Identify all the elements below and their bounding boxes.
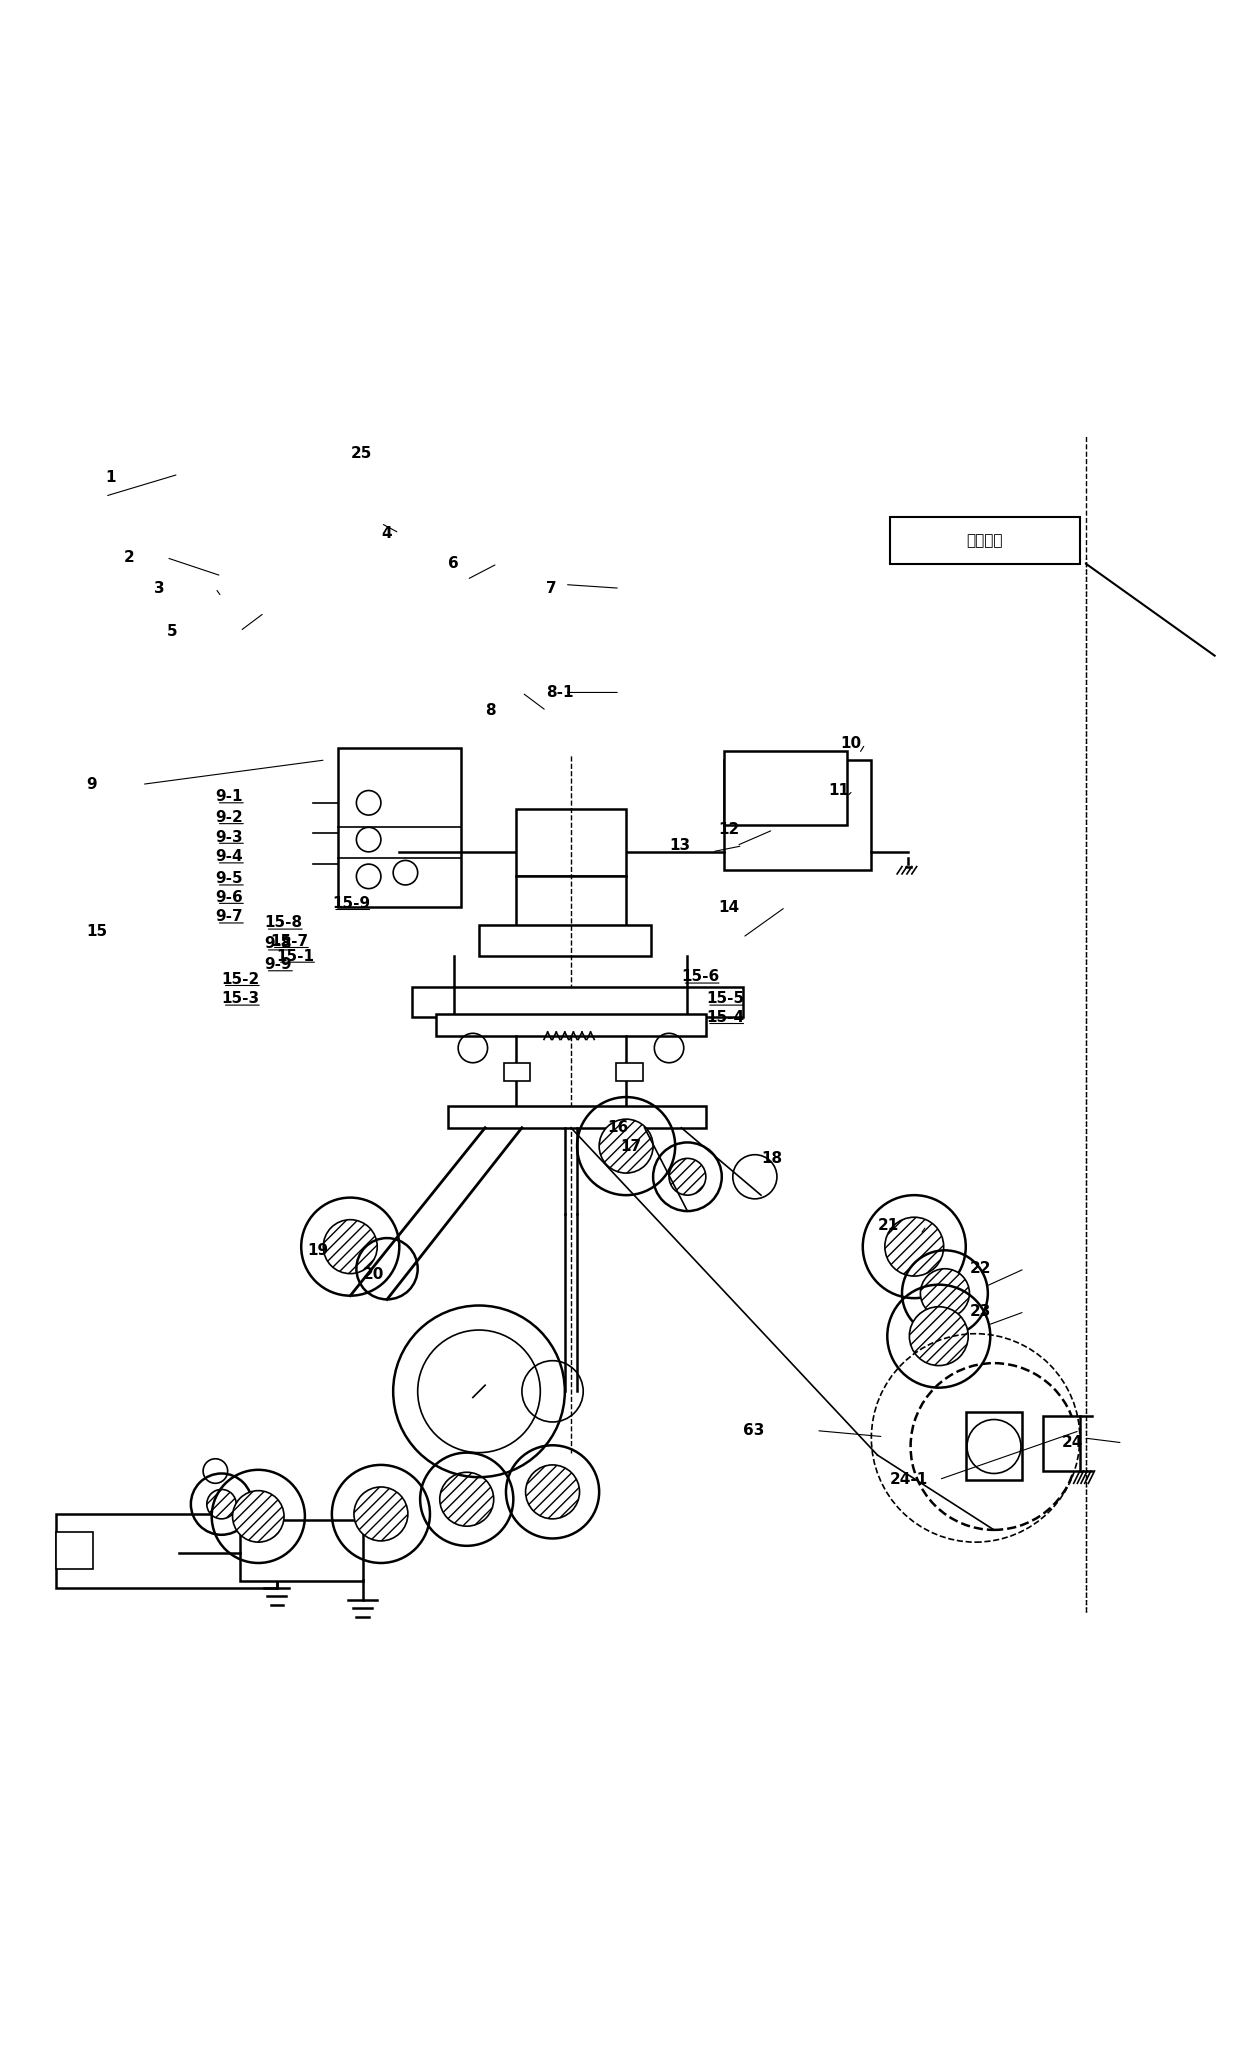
Text: 24-1: 24-1	[890, 1472, 928, 1486]
Text: 4: 4	[381, 526, 392, 540]
Bar	[724, 751, 847, 825]
Text: 18: 18	[761, 1150, 782, 1167]
Text: 21: 21	[878, 1218, 899, 1232]
Text: 12: 12	[718, 823, 739, 837]
Text: 13: 13	[670, 837, 691, 854]
Text: 17: 17	[620, 1138, 641, 1155]
Bar	[616, 1062, 644, 1081]
Text: 15-2: 15-2	[222, 972, 259, 987]
Text: 11: 11	[828, 784, 849, 798]
Circle shape	[920, 1269, 970, 1318]
Text: 8-1: 8-1	[547, 686, 574, 700]
Circle shape	[670, 1159, 706, 1195]
Bar	[436, 1013, 706, 1036]
Text: 9: 9	[87, 778, 97, 792]
Bar	[56, 1515, 277, 1588]
Text: 63: 63	[743, 1423, 764, 1439]
Text: 9-9: 9-9	[264, 958, 293, 972]
Bar	[239, 1521, 362, 1582]
Text: 16: 16	[608, 1120, 629, 1136]
Text: 15-8: 15-8	[264, 915, 303, 931]
Circle shape	[599, 1120, 653, 1173]
Text: 15-1: 15-1	[277, 948, 315, 964]
Text: 7: 7	[547, 581, 557, 596]
Bar	[516, 809, 626, 876]
Circle shape	[233, 1490, 284, 1541]
Bar	[516, 876, 626, 927]
Circle shape	[324, 1220, 377, 1273]
Text: 8: 8	[485, 704, 496, 718]
Text: 1: 1	[105, 471, 115, 485]
Text: 24: 24	[1061, 1435, 1083, 1451]
Bar	[479, 925, 651, 956]
Bar	[890, 518, 1080, 563]
Text: 22: 22	[970, 1261, 991, 1275]
Text: 9-3: 9-3	[216, 829, 243, 845]
Text: 10: 10	[841, 737, 862, 751]
Text: 3: 3	[154, 581, 165, 596]
Bar	[412, 987, 743, 1017]
Circle shape	[207, 1490, 237, 1519]
Text: 15-6: 15-6	[681, 970, 719, 985]
Text: 14: 14	[718, 899, 739, 915]
Bar	[449, 1105, 706, 1128]
Text: 9-2: 9-2	[216, 811, 243, 825]
Text: 19: 19	[308, 1243, 329, 1257]
Text: 15-4: 15-4	[706, 1009, 744, 1026]
Circle shape	[885, 1218, 944, 1275]
Text: 9-5: 9-5	[216, 872, 243, 886]
Bar	[503, 1062, 531, 1081]
Text: 15-9: 15-9	[332, 897, 370, 911]
Text: 25: 25	[350, 446, 372, 461]
Bar	[339, 747, 460, 907]
Text: 23: 23	[970, 1304, 991, 1318]
Text: 9-6: 9-6	[216, 890, 243, 905]
Circle shape	[440, 1472, 494, 1527]
Text: 20: 20	[362, 1267, 384, 1281]
Text: 5: 5	[166, 624, 177, 639]
Text: 15-5: 15-5	[706, 991, 744, 1007]
Text: 15-7: 15-7	[270, 933, 309, 950]
Circle shape	[526, 1466, 579, 1519]
Text: 9-7: 9-7	[216, 909, 243, 925]
Text: 对称轴线: 对称轴线	[966, 532, 1003, 549]
Bar	[724, 759, 872, 870]
Bar	[1043, 1417, 1080, 1472]
Bar	[966, 1412, 1022, 1480]
Circle shape	[353, 1486, 408, 1541]
Text: 15: 15	[87, 923, 108, 940]
Text: 2: 2	[124, 551, 134, 565]
Text: 6: 6	[449, 557, 459, 571]
Text: 9-1: 9-1	[216, 790, 243, 804]
Bar	[56, 1533, 93, 1570]
Text: 15-3: 15-3	[222, 991, 259, 1007]
Text: 9-8: 9-8	[264, 935, 293, 952]
Text: 9-4: 9-4	[216, 850, 243, 864]
Circle shape	[909, 1306, 968, 1365]
